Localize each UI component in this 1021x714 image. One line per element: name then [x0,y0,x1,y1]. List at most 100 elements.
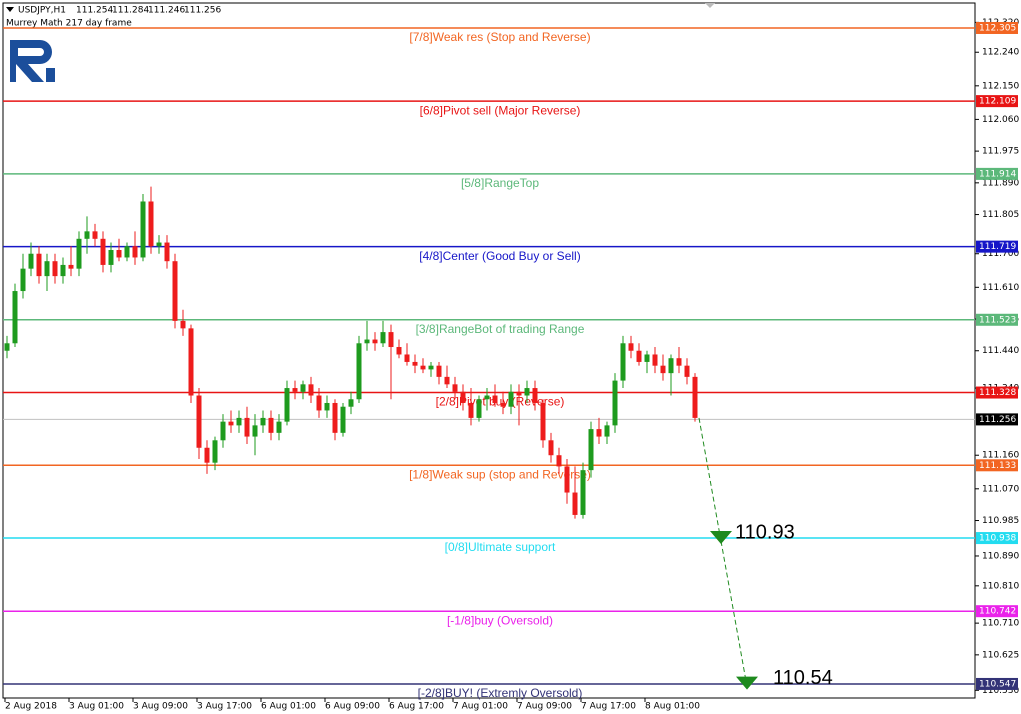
candle-body [12,291,18,344]
candle-body [636,350,642,362]
candle-body [516,391,522,396]
price-box-label: 111.328 [979,388,1016,398]
level-label: [5/8]RangeTop [461,176,539,190]
candle-body [148,201,154,247]
x-tick-label: 3 Aug 17:00 [197,702,252,712]
candle-body [52,261,58,277]
candle-body [28,253,34,269]
candle-body [620,343,626,381]
candle-body [628,343,634,351]
current-price-label: 111.256 [979,415,1016,425]
candle-body [484,395,490,400]
y-tick-label: 112.150 [982,81,1019,91]
candle-body [540,402,546,441]
y-tick-label: 112.240 [982,48,1019,58]
candle-body [196,395,202,448]
candle-body [124,246,130,258]
candle-body [164,242,170,262]
candle-body [252,425,258,437]
candle-body [212,440,218,463]
y-tick-label: 111.700 [982,249,1019,259]
candle-body [324,402,330,411]
price-box-label: 112.305 [979,23,1016,33]
candle-body [116,250,122,258]
candle-body [500,402,506,407]
candle-body [548,440,554,456]
y-tick-label: 110.985 [982,516,1019,526]
candle-body [36,253,42,277]
candle-body [68,264,74,269]
candle-body [132,246,138,258]
price-box [976,532,1018,545]
logo [10,40,55,82]
price-box-label: 110.742 [979,607,1016,617]
target-marker [710,531,732,545]
candle-body [476,399,482,418]
candle-body [612,380,618,426]
level-label: [3/8]RangeBot of trading Range [416,322,585,336]
candle-body [652,354,658,366]
y-tick-label: 110.710 [982,619,1019,629]
candle-body [108,250,114,265]
x-tick-label: 6 Aug 17:00 [389,702,444,712]
price-box [976,95,1018,108]
level-label: [2/8]Pivot buy (Reverse) [436,395,565,409]
candle-body [300,384,306,392]
candle-body [668,358,674,374]
candle-body [340,406,346,433]
candle-body [348,399,354,407]
price-box-label: 110.547 [979,679,1016,689]
price-box [976,240,1018,253]
quote-high: 111.284 [112,6,149,16]
quote-low: 111.246 [148,6,185,16]
x-tick-label: 2 Aug 2018 [5,702,57,712]
candle-body [84,231,90,239]
projection-line [698,417,722,542]
price-box-label: 110.938 [979,534,1016,544]
candle-body [452,384,458,392]
x-tick-label: 6 Aug 01:00 [261,702,316,712]
level-label: [7/8]Weak res (Stop and Reverse) [409,30,590,44]
x-tick-label: 7 Aug 09:00 [517,702,572,712]
candle-body [236,417,242,426]
plot-frame [2,2,976,699]
candle-body [60,264,66,277]
candle-body [580,470,586,515]
x-tick-label: 7 Aug 17:00 [581,702,636,712]
price-box-label: 112.109 [979,97,1016,107]
candle-body [676,358,682,366]
candle-body [100,238,106,265]
price-box [976,167,1018,180]
candle-body [468,402,474,418]
y-tick-label: 112.060 [982,115,1019,125]
candle-body [412,361,418,366]
candle-body [220,421,226,441]
y-tick-label: 110.810 [982,581,1019,591]
candle-body [660,365,666,374]
level-label: [-2/8]BUY! (Extremly Oversold) [418,686,583,700]
candle-body [364,339,370,344]
candle-body [388,332,394,348]
candle-body [244,417,250,437]
candle-body [444,376,450,385]
price-box-label: 111.914 [979,169,1016,179]
candle-body [396,347,402,355]
candle-body [436,365,442,377]
y-tick-label: 111.975 [982,147,1019,157]
candle-body [572,492,578,515]
candle-body [604,425,610,437]
candle-body [532,388,538,403]
target-marker [736,676,758,690]
candle-body [316,395,322,411]
level-label: [1/8]Weak sup (stop and Reverse) [409,467,591,481]
candle-body [564,466,570,493]
x-tick-label: 3 Aug 09:00 [133,702,188,712]
candle-body [420,365,426,370]
candle-body [188,328,194,396]
price-box [976,313,1018,326]
y-tick-label: 111.805 [982,210,1019,220]
y-tick-label: 111.070 [982,484,1019,494]
candle-body [404,354,410,362]
target-label: 110.93 [735,521,795,543]
